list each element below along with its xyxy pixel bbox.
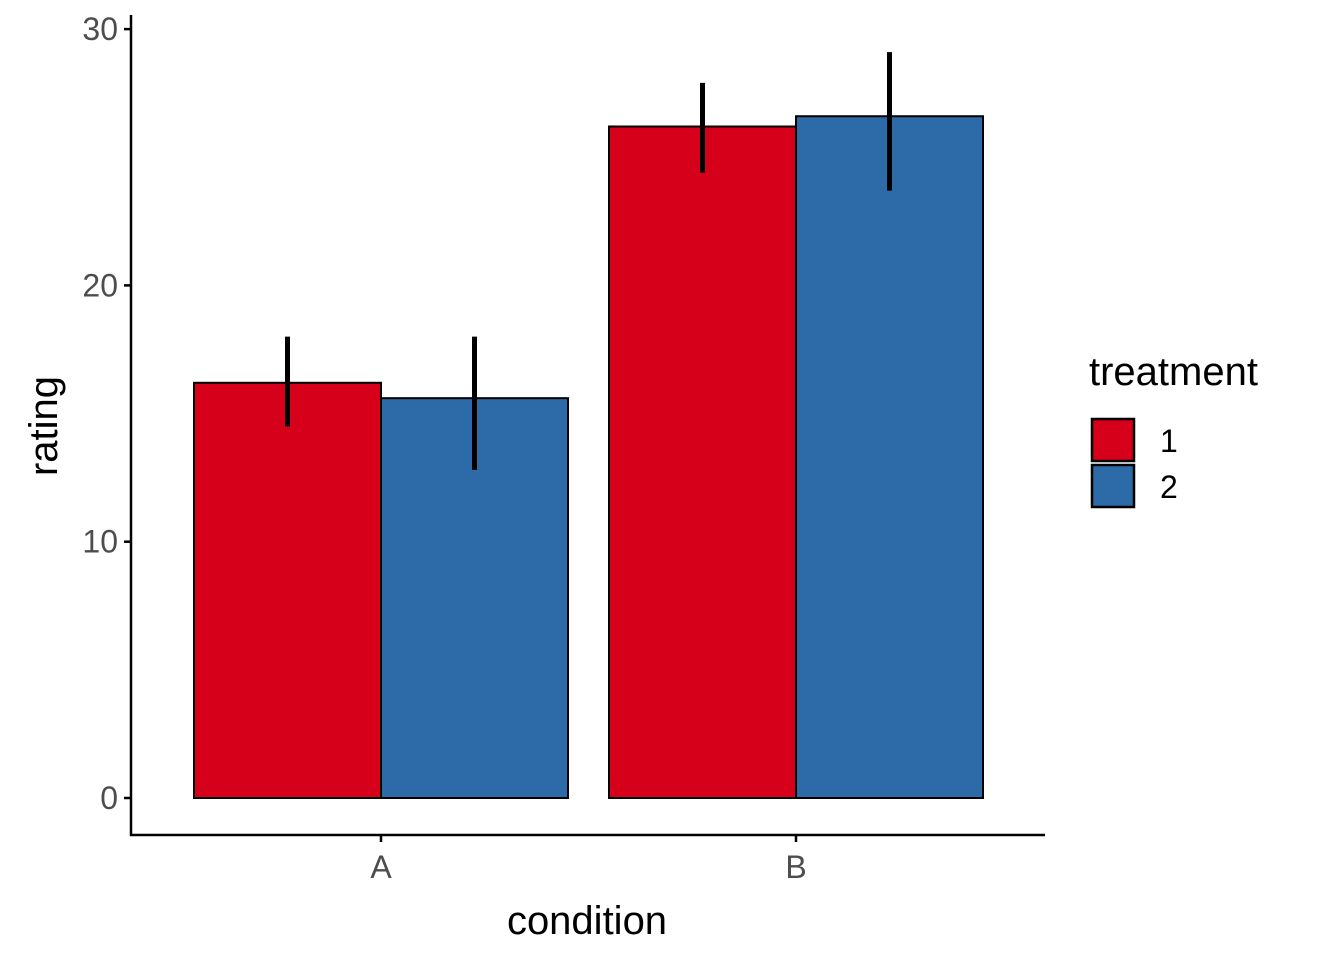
bar-B-2: [795, 115, 984, 799]
x-tick-label: B: [785, 849, 806, 885]
y-tick-label: 30: [82, 11, 118, 47]
y-axis-title: rating: [22, 376, 66, 476]
y-tick-label: 0: [100, 780, 118, 816]
legend-label: 1: [1160, 423, 1178, 459]
legend-key-1: [1090, 417, 1136, 463]
x-axis-title: condition: [507, 899, 667, 943]
y-tick-label: 10: [82, 524, 118, 560]
legend-key-2: [1090, 463, 1136, 509]
errorbars-layer: [285, 52, 892, 470]
legend: treatment 12: [1089, 350, 1258, 509]
y-tick-label: 20: [82, 267, 118, 303]
bar-A-1: [193, 381, 382, 799]
y-ticks: 0 10 20 30: [82, 11, 131, 816]
legend-title: treatment: [1089, 350, 1258, 394]
bars-layer: [193, 115, 984, 799]
legend-items: 12: [1090, 417, 1178, 509]
bar-B-1: [608, 125, 797, 799]
legend-label: 2: [1160, 469, 1178, 505]
x-tick-label: A: [370, 849, 392, 885]
